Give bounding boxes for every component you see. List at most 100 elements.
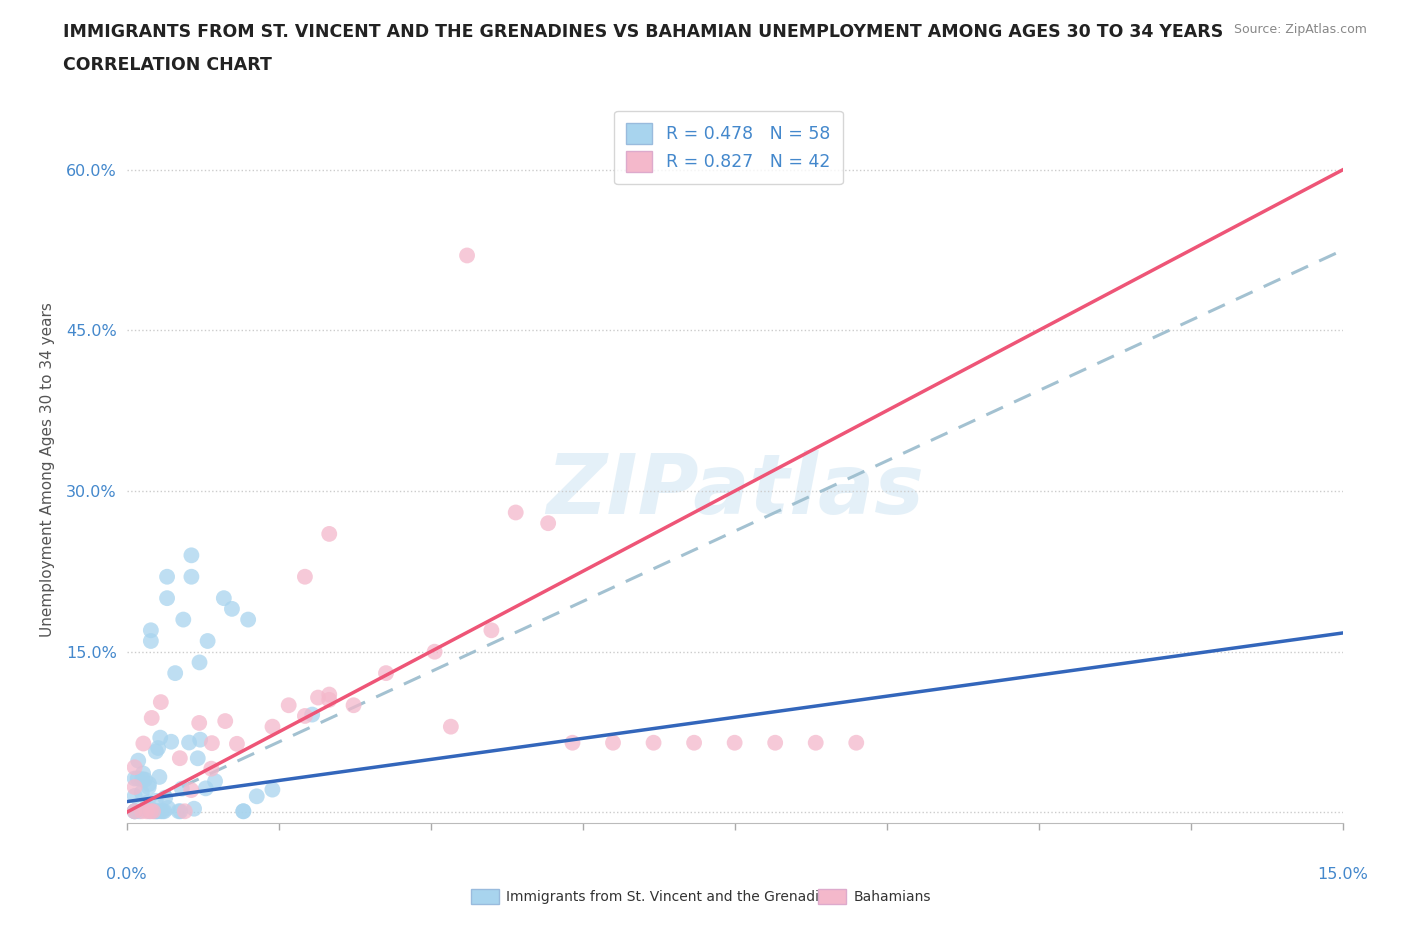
Point [127, 771, 149, 786]
Point [124, 779, 146, 794]
Point [188, 715, 211, 730]
Point [180, 548, 202, 563]
Point [194, 781, 217, 796]
Point [301, 707, 323, 722]
Point [537, 516, 560, 531]
Point [138, 777, 160, 791]
Point [169, 804, 191, 818]
Point [124, 760, 146, 775]
Text: CORRELATION CHART: CORRELATION CHART [63, 56, 273, 73]
Point [149, 730, 172, 745]
Point [643, 736, 665, 751]
Point [845, 736, 868, 751]
Point [124, 771, 146, 786]
Point [214, 713, 236, 728]
Point [221, 602, 243, 617]
Point [139, 633, 162, 648]
Point [127, 753, 149, 768]
Point [232, 804, 254, 818]
Point [183, 802, 205, 817]
Point [156, 569, 179, 584]
Point [505, 505, 527, 520]
Point [139, 804, 162, 818]
Point [124, 804, 146, 818]
Point [131, 804, 153, 818]
Point [294, 569, 316, 584]
Point [561, 736, 583, 751]
Point [139, 623, 162, 638]
Point [124, 804, 146, 818]
Point [170, 781, 193, 796]
Point [246, 789, 269, 804]
Point [602, 736, 624, 751]
Point [149, 804, 172, 818]
Point [177, 735, 200, 750]
Point [318, 692, 340, 707]
Point [145, 793, 167, 808]
Point [262, 719, 284, 734]
Point [423, 644, 446, 659]
Point [172, 612, 194, 627]
Point [440, 719, 463, 734]
Point [481, 623, 503, 638]
Text: ZIPatlas: ZIPatlas [546, 450, 924, 531]
Text: Source: ZipAtlas.com: Source: ZipAtlas.com [1233, 23, 1367, 36]
Point [124, 789, 146, 804]
Point [138, 804, 160, 818]
Point [146, 804, 169, 818]
Point [167, 804, 190, 818]
Point [124, 804, 146, 818]
Y-axis label: Unemployment Among Ages 30 to 34 years: Unemployment Among Ages 30 to 34 years [39, 302, 55, 637]
Point [804, 736, 827, 751]
Point [149, 695, 172, 710]
Point [145, 804, 167, 818]
Point [187, 751, 209, 765]
Point [136, 795, 159, 810]
Point [201, 736, 224, 751]
Point [132, 766, 155, 781]
Point [226, 737, 249, 751]
Point [375, 666, 398, 681]
Text: Bahamians: Bahamians [853, 889, 931, 904]
Point [180, 783, 202, 798]
Point [146, 740, 169, 755]
Point [132, 736, 155, 751]
Point [131, 785, 153, 800]
Text: 0.0%: 0.0% [107, 867, 146, 882]
Point [307, 690, 329, 705]
Point [277, 698, 299, 712]
Point [204, 774, 226, 789]
Point [342, 698, 364, 712]
Point [197, 633, 219, 648]
Point [153, 804, 176, 818]
Point [232, 804, 254, 818]
Text: IMMIGRANTS FROM ST. VINCENT AND THE GRENADINES VS BAHAMIAN UNEMPLOYMENT AMONG AG: IMMIGRANTS FROM ST. VINCENT AND THE GREN… [63, 23, 1223, 41]
Point [124, 804, 146, 818]
Point [145, 744, 167, 759]
Point [262, 782, 284, 797]
Point [131, 772, 153, 787]
Point [139, 802, 162, 817]
Text: 15.0%: 15.0% [1317, 867, 1368, 882]
Point [318, 526, 340, 541]
Point [318, 687, 340, 702]
Point [143, 804, 166, 818]
Point [156, 801, 179, 816]
Point [155, 790, 177, 805]
Point [152, 804, 174, 818]
Point [200, 762, 222, 777]
Legend: R = 0.478   N = 58, R = 0.827   N = 42: R = 0.478 N = 58, R = 0.827 N = 42 [614, 111, 842, 184]
Point [142, 804, 165, 818]
Point [128, 804, 150, 818]
Point [683, 736, 706, 751]
Point [212, 591, 235, 605]
Point [456, 248, 478, 263]
Point [723, 736, 745, 751]
Point [135, 804, 157, 818]
Point [236, 612, 259, 627]
Point [173, 804, 195, 818]
Point [763, 736, 786, 751]
Point [188, 655, 211, 670]
Text: Immigrants from St. Vincent and the Grenadines: Immigrants from St. Vincent and the Gren… [506, 889, 844, 904]
Point [180, 569, 202, 584]
